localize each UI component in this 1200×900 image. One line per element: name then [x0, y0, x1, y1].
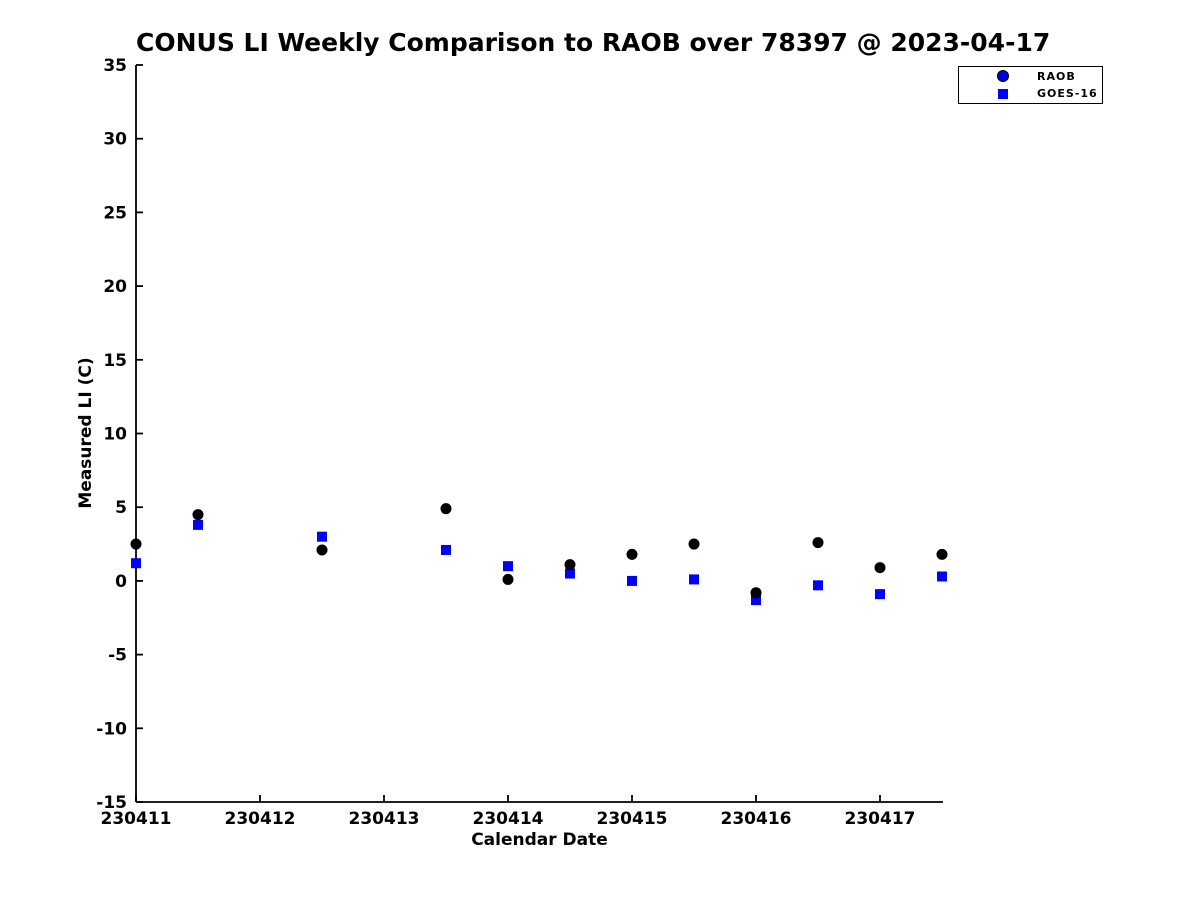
- legend-marker-box: [996, 88, 1010, 99]
- data-point-raob: [192, 509, 204, 521]
- data-point-raob: [936, 548, 948, 560]
- y-tick-label: 25: [103, 203, 127, 223]
- y-tick-label: 15: [103, 351, 127, 371]
- data-point-goes-16: [751, 595, 761, 606]
- y-tick-label: -15: [96, 793, 127, 813]
- data-point-raob: [440, 503, 452, 515]
- data-point-goes-16: [627, 575, 637, 586]
- legend-item-goes-16: GOES-16: [959, 86, 1102, 102]
- data-point-raob: [502, 573, 514, 585]
- x-tick-label: 230416: [721, 809, 792, 829]
- y-tick-label: 35: [103, 56, 127, 76]
- data-point-goes-16: [317, 531, 327, 542]
- data-point-goes-16: [193, 519, 203, 530]
- goes-16-square-icon: [998, 88, 1008, 99]
- y-tick-label: 5: [115, 498, 127, 518]
- data-point-raob: [316, 544, 328, 556]
- chart-title: CONUS LI Weekly Comparison to RAOB over …: [136, 28, 1051, 57]
- legend-item-raob: RAOB: [959, 68, 1102, 84]
- x-tick-label: 230415: [597, 809, 668, 829]
- data-point-raob: [688, 538, 700, 550]
- data-point-raob: [874, 562, 886, 574]
- y-tick-label: -5: [108, 646, 127, 666]
- y-tick-label: 0: [115, 572, 127, 592]
- data-point-goes-16: [565, 568, 575, 579]
- x-tick-label: 230413: [349, 809, 420, 829]
- legend-marker-box: [996, 70, 1010, 83]
- data-point-goes-16: [503, 561, 513, 572]
- data-point-goes-16: [131, 558, 141, 569]
- x-tick-label: 230411: [101, 809, 172, 829]
- data-point-raob: [750, 587, 762, 599]
- data-point-goes-16: [441, 544, 451, 555]
- y-tick-label: -10: [96, 719, 127, 739]
- data-point-goes-16: [875, 589, 885, 600]
- data-point-raob: [626, 548, 638, 560]
- legend-label-raob: RAOB: [1037, 69, 1076, 83]
- data-point-raob: [130, 538, 142, 550]
- data-point-goes-16: [937, 571, 947, 582]
- legend: RAOB GOES-16: [958, 66, 1103, 104]
- y-tick-label: 30: [103, 130, 127, 150]
- y-axis-label: Measured LI (C): [76, 357, 96, 509]
- x-tick-label: 230417: [845, 809, 916, 829]
- x-tick-label: 230412: [225, 809, 296, 829]
- raob-circle-icon: [997, 70, 1009, 83]
- data-point-raob: [564, 559, 576, 571]
- legend-label-goes-16: GOES-16: [1037, 87, 1098, 101]
- data-point-raob: [812, 537, 824, 549]
- x-tick-label: 230414: [473, 809, 544, 829]
- data-point-goes-16: [689, 574, 699, 585]
- y-tick-label: 10: [103, 425, 127, 445]
- x-axis-label: Calendar Date: [471, 830, 608, 850]
- data-point-goes-16: [813, 580, 823, 591]
- y-tick-label: 20: [103, 277, 127, 297]
